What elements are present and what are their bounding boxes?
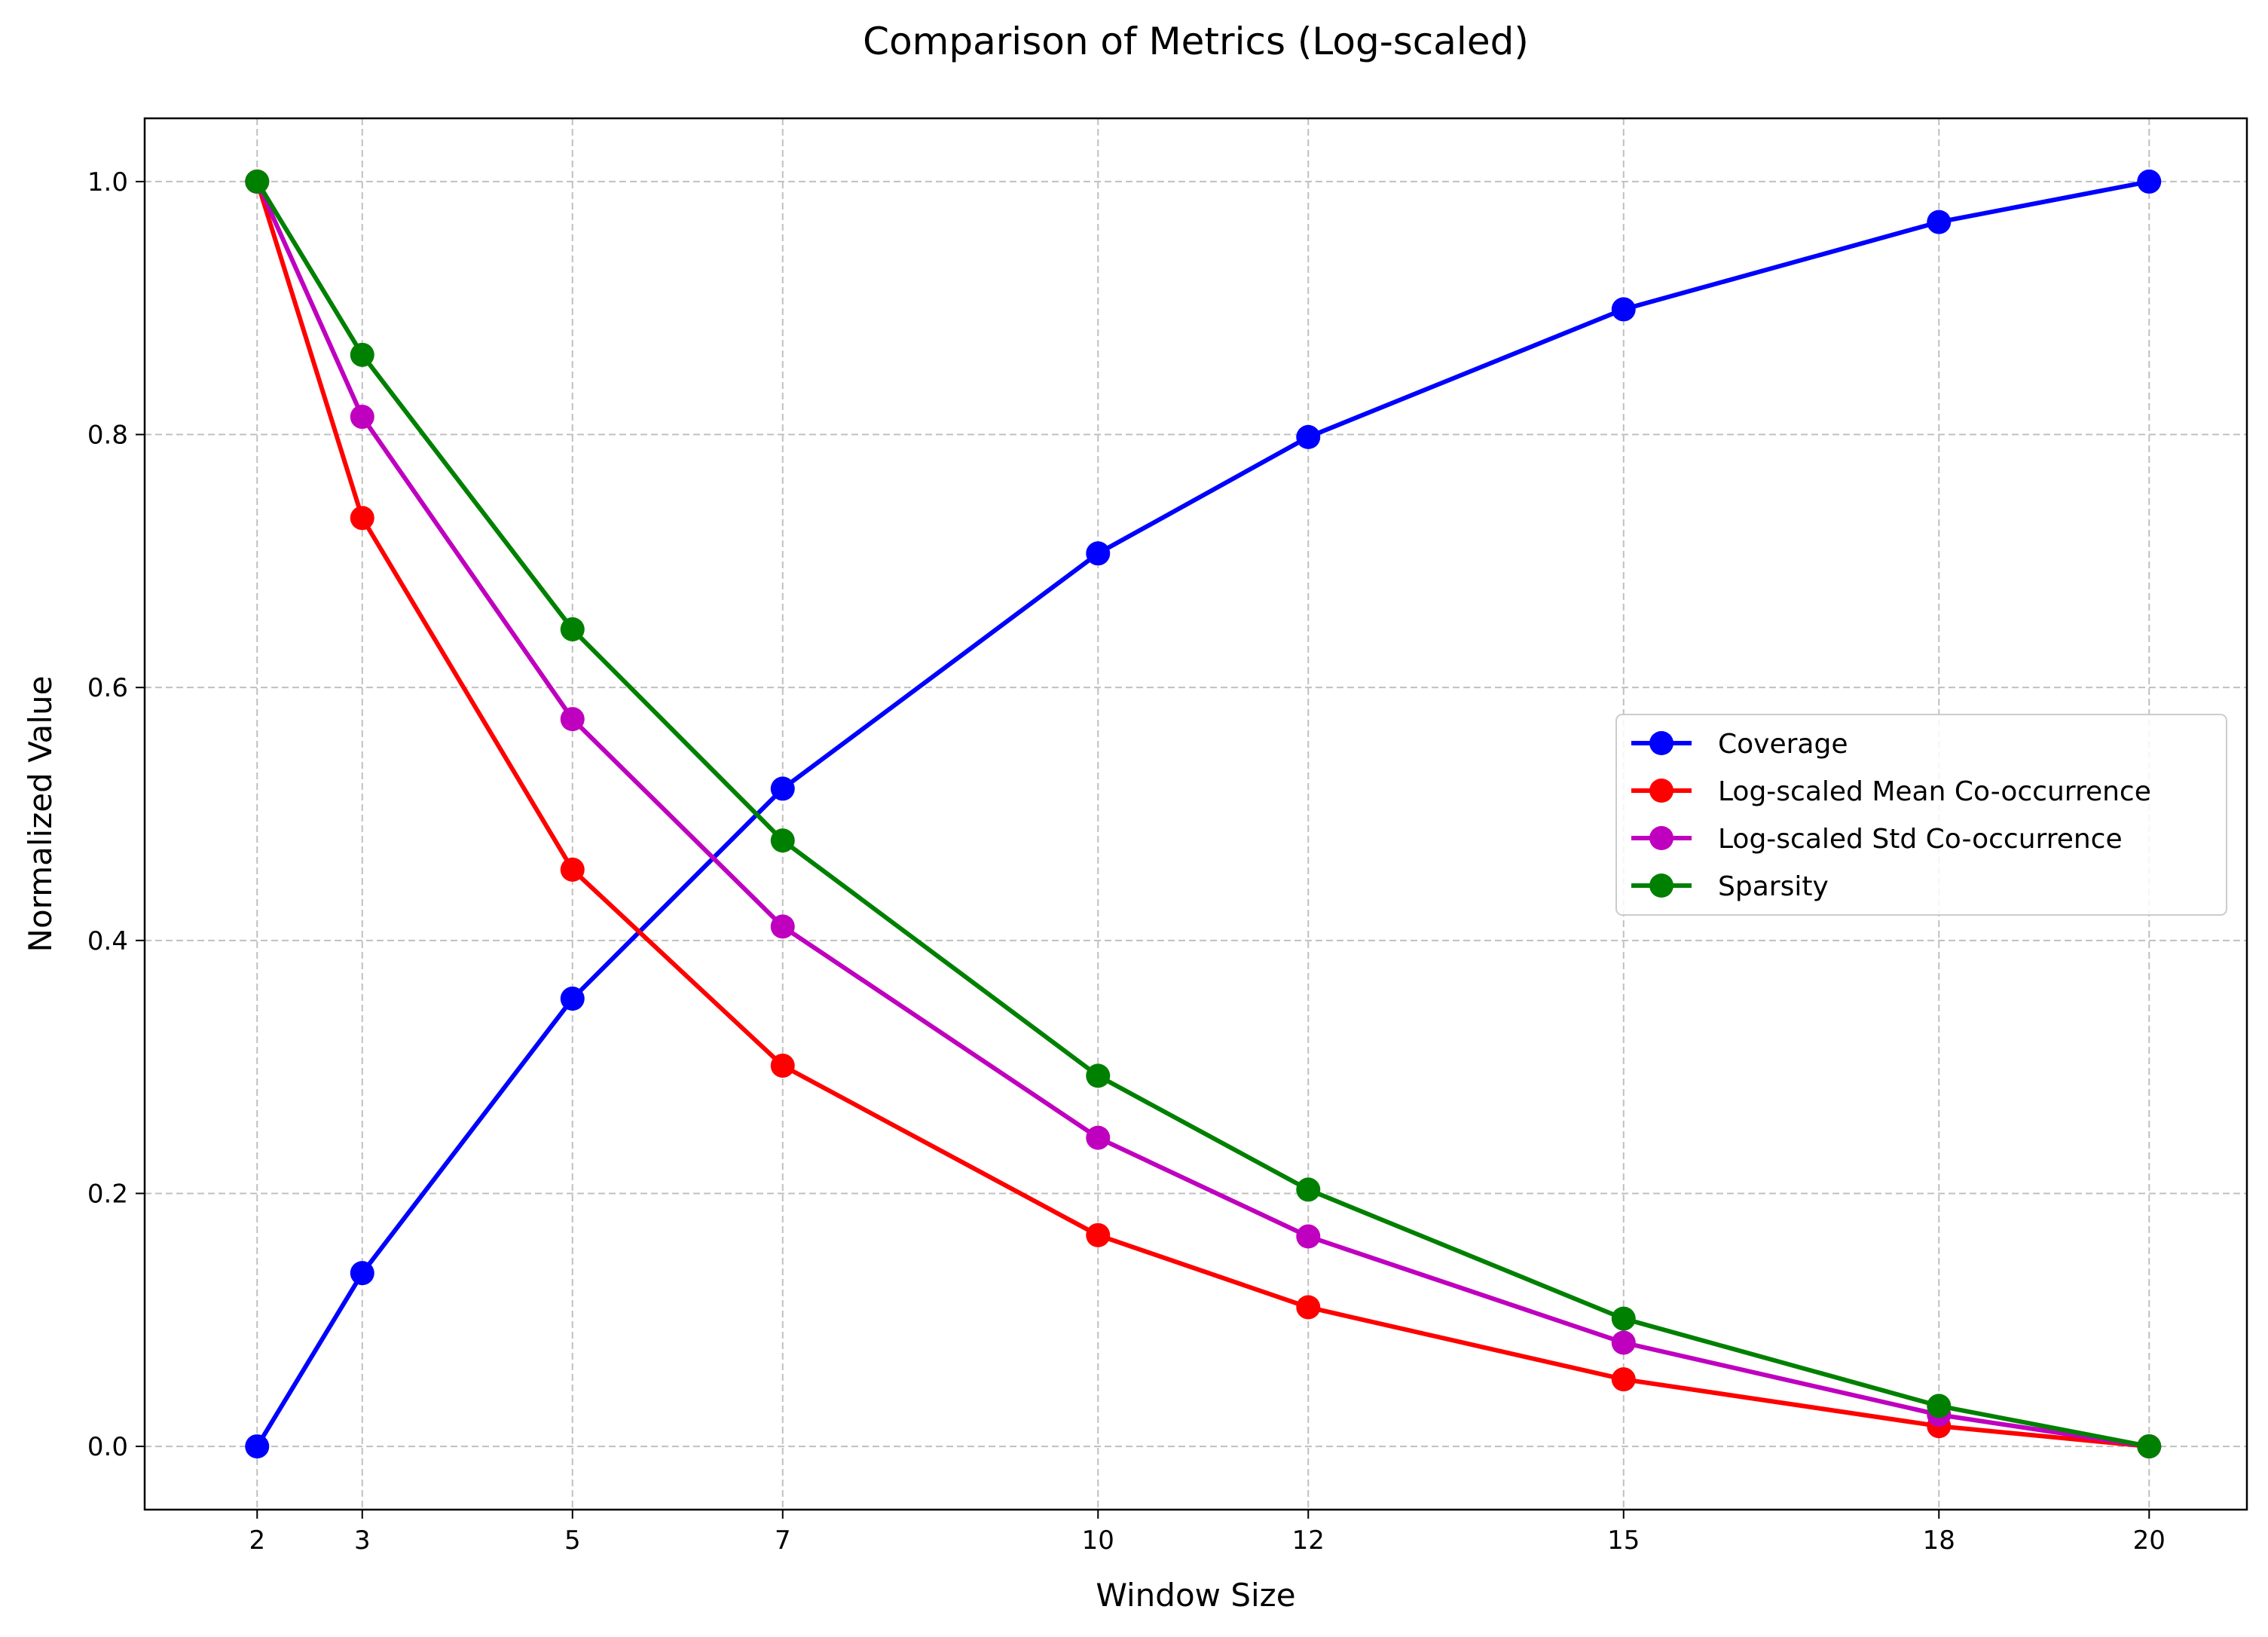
data-point-coverage bbox=[2137, 169, 2162, 194]
legend-label-log-scaled-std-co-occurrence: Log-scaled Std Co-occurrence bbox=[1718, 824, 2123, 855]
data-point-coverage bbox=[245, 1434, 270, 1459]
legend-marker-log-scaled-std-co-occurrence bbox=[1649, 826, 1673, 850]
x-tick-label: 12 bbox=[1292, 1525, 1325, 1556]
data-point-log-scaled-mean-co-occurrence bbox=[350, 506, 374, 531]
data-point-log-scaled-std-co-occurrence bbox=[1611, 1330, 1636, 1355]
x-tick-label: 5 bbox=[564, 1525, 581, 1556]
data-point-coverage bbox=[1086, 541, 1111, 566]
data-point-sparsity bbox=[245, 169, 270, 194]
legend-label-log-scaled-mean-co-occurrence: Log-scaled Mean Co-occurrence bbox=[1718, 776, 2151, 807]
series-coverage bbox=[245, 169, 2162, 1459]
series-layer bbox=[245, 169, 2162, 1459]
grid-layer bbox=[145, 118, 2247, 1510]
data-point-sparsity bbox=[1927, 1394, 1952, 1418]
legend-marker-log-scaled-mean-co-occurrence bbox=[1649, 779, 1673, 803]
data-point-log-scaled-std-co-occurrence bbox=[350, 405, 374, 430]
x-tick-label: 10 bbox=[1082, 1525, 1114, 1556]
y-tick-label: 0.6 bbox=[87, 673, 128, 703]
data-point-log-scaled-mean-co-occurrence bbox=[1611, 1367, 1636, 1392]
data-point-sparsity bbox=[560, 617, 585, 641]
data-point-sparsity bbox=[1611, 1306, 1636, 1331]
data-point-log-scaled-std-co-occurrence bbox=[1296, 1224, 1321, 1249]
data-point-sparsity bbox=[770, 828, 795, 853]
legend-label-sparsity: Sparsity bbox=[1718, 871, 1829, 902]
legend-label-coverage: Coverage bbox=[1718, 729, 1848, 760]
y-tick-label: 0.8 bbox=[87, 421, 128, 451]
y-tick-label: 1.0 bbox=[87, 167, 128, 197]
chart-title: Comparison of Metrics (Log-scaled) bbox=[863, 20, 1529, 63]
legend: Coverage Log-scaled Mean Co-occurrence Log… bbox=[1615, 714, 2227, 916]
data-point-coverage bbox=[1927, 210, 1952, 234]
legend-box bbox=[1615, 714, 2227, 916]
data-point-coverage bbox=[560, 987, 585, 1011]
data-point-sparsity bbox=[1086, 1063, 1111, 1088]
data-point-sparsity bbox=[350, 342, 374, 367]
legend-marker-sparsity bbox=[1649, 874, 1673, 898]
y-tick-label: 0.4 bbox=[87, 926, 128, 956]
x-axis-label: Window Size bbox=[1096, 1577, 1295, 1614]
data-point-coverage bbox=[1611, 297, 1636, 322]
data-point-sparsity bbox=[1296, 1177, 1321, 1202]
y-axis-label: Normalized Value bbox=[22, 676, 59, 953]
data-point-log-scaled-mean-co-occurrence bbox=[1296, 1295, 1321, 1320]
data-point-log-scaled-mean-co-occurrence bbox=[770, 1053, 795, 1078]
tick-layer: 2 3 5 7 10 12 15 18 20 0.0 0.2 0.4 0.6 0.8 1.0 bbox=[87, 167, 2166, 1556]
data-point-coverage bbox=[350, 1261, 374, 1286]
x-tick-label: 15 bbox=[1607, 1525, 1640, 1556]
data-point-coverage bbox=[1296, 424, 1321, 449]
x-tick-label: 7 bbox=[775, 1525, 791, 1556]
x-tick-label: 3 bbox=[354, 1525, 371, 1556]
data-point-log-scaled-mean-co-occurrence bbox=[560, 857, 585, 882]
series-sparsity bbox=[245, 169, 2162, 1459]
x-tick-label: 18 bbox=[1923, 1525, 1955, 1556]
data-point-log-scaled-std-co-occurrence bbox=[1086, 1125, 1111, 1150]
data-point-log-scaled-std-co-occurrence bbox=[770, 914, 795, 939]
data-point-sparsity bbox=[2137, 1434, 2162, 1459]
legend-marker-coverage bbox=[1649, 731, 1673, 755]
data-point-log-scaled-std-co-occurrence bbox=[560, 707, 585, 732]
y-tick-label: 0.0 bbox=[87, 1432, 128, 1462]
y-tick-label: 0.2 bbox=[87, 1179, 128, 1209]
x-tick-label: 2 bbox=[249, 1525, 265, 1556]
data-point-coverage bbox=[770, 776, 795, 801]
x-tick-label: 20 bbox=[2133, 1525, 2166, 1556]
plot-frame bbox=[143, 117, 2248, 1511]
data-point-log-scaled-mean-co-occurrence bbox=[1086, 1222, 1111, 1247]
